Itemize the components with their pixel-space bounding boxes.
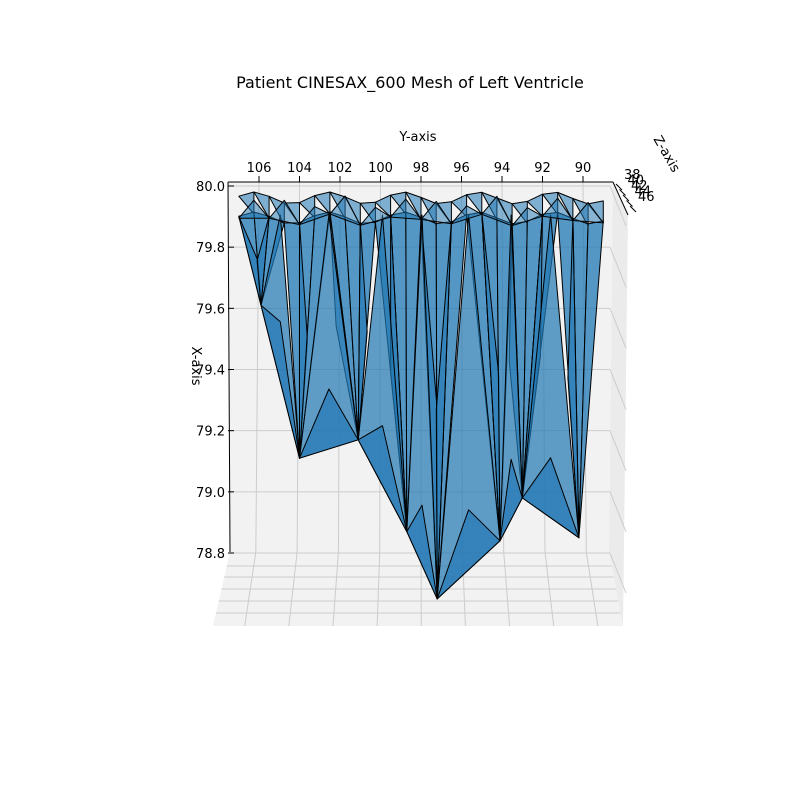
mesh-face-15 bbox=[466, 191, 483, 215]
side-grid-line-x-4 bbox=[609, 430, 627, 471]
x-tick-label-3: 79.4 bbox=[196, 364, 225, 379]
side-grid-line-x-3 bbox=[609, 369, 627, 410]
mesh-face-73 bbox=[521, 457, 580, 539]
mesh-face-37 bbox=[357, 222, 368, 441]
ventricle-mesh bbox=[238, 191, 604, 600]
mesh-face-46 bbox=[435, 221, 452, 600]
x-axis-label: X-axis bbox=[188, 347, 203, 386]
x-axis-line bbox=[227, 181, 231, 553]
side-grid-line-x-6 bbox=[609, 552, 627, 594]
z-axis-line bbox=[612, 181, 629, 216]
z-tick-3 bbox=[626, 200, 633, 207]
y-tick-label-4: 98 bbox=[413, 161, 430, 176]
y-tick-label-1: 104 bbox=[287, 161, 312, 176]
z-tick-2 bbox=[622, 194, 630, 202]
side-grid-line-x-5 bbox=[609, 491, 627, 533]
mesh-face-83 bbox=[511, 207, 543, 227]
side-grid-line-x-1 bbox=[609, 246, 627, 288]
mesh-face-58 bbox=[567, 218, 580, 539]
z-tick-label-3: 44 bbox=[635, 185, 652, 200]
mesh-face-28 bbox=[256, 215, 270, 306]
mesh-face-11 bbox=[405, 191, 422, 220]
y-tick-label-8: 90 bbox=[575, 161, 592, 176]
tick-marks-and-labels: 106 104 102 100 98 96 94 92 90 80.0 79.8 79.6 79.4 79… bbox=[196, 161, 655, 562]
z-tick-0 bbox=[615, 183, 623, 191]
side-pane bbox=[609, 182, 628, 626]
side-grid-line-x-0 bbox=[609, 185, 627, 227]
mesh-face-82 bbox=[481, 195, 513, 227]
x-tick-label-4: 79.2 bbox=[196, 425, 225, 440]
mesh-face-69 bbox=[436, 509, 501, 600]
x-tick-label-1: 79.8 bbox=[196, 241, 225, 256]
mesh-face-76 bbox=[299, 206, 331, 226]
mesh-face-80 bbox=[420, 200, 452, 225]
x-tick-label-0: 80.0 bbox=[196, 180, 225, 195]
x-tick-label-5: 79.0 bbox=[196, 486, 225, 501]
z-tick-label-0: 38 bbox=[624, 168, 641, 183]
mesh-face-85 bbox=[572, 202, 604, 224]
x-tick-label-2: 79.6 bbox=[196, 302, 225, 317]
x-tick-label-6: 78.8 bbox=[196, 547, 225, 562]
y-tick-label-0: 106 bbox=[247, 161, 272, 176]
y-tick-label-3: 100 bbox=[368, 161, 393, 176]
mesh-face-61 bbox=[260, 304, 300, 459]
mesh-face-1 bbox=[253, 191, 270, 219]
mesh-face-77 bbox=[329, 195, 361, 226]
mesh-face-5 bbox=[314, 191, 331, 215]
mesh-face-67 bbox=[406, 504, 438, 600]
z-axis-label: Z-axis bbox=[650, 133, 683, 175]
mesh-face-9 bbox=[374, 194, 392, 218]
y-tick-label-6: 94 bbox=[494, 161, 511, 176]
mesh-face-75 bbox=[268, 199, 300, 226]
mesh-face-79 bbox=[390, 198, 422, 220]
side-grid-line-x-2 bbox=[609, 308, 627, 349]
y-tick-label-7: 92 bbox=[534, 161, 551, 176]
z-tick-label-1: 40 bbox=[628, 174, 645, 189]
z-tick-1 bbox=[619, 189, 626, 196]
z-tick-4 bbox=[629, 205, 637, 213]
chart-title: Patient CINESAX_600 Mesh of Left Ventric… bbox=[236, 73, 584, 93]
mesh-face-84 bbox=[542, 197, 574, 221]
mesh-face-78 bbox=[359, 206, 392, 226]
mesh-face-63 bbox=[299, 388, 359, 459]
y-tick-label-2: 102 bbox=[328, 161, 353, 176]
mesh-face-74 bbox=[238, 199, 270, 219]
z-tick-label-2: 42 bbox=[631, 179, 648, 194]
y-axis-label: Y-axis bbox=[398, 130, 436, 145]
mesh-face-19 bbox=[526, 193, 543, 217]
mesh-face-81 bbox=[450, 205, 483, 225]
y-tick-label-5: 96 bbox=[453, 161, 470, 176]
mesh-face-21 bbox=[557, 191, 574, 221]
mesh-face-65 bbox=[357, 425, 408, 533]
z-tick-label-4: 46 bbox=[638, 190, 655, 205]
mesh-face-71 bbox=[499, 458, 523, 542]
